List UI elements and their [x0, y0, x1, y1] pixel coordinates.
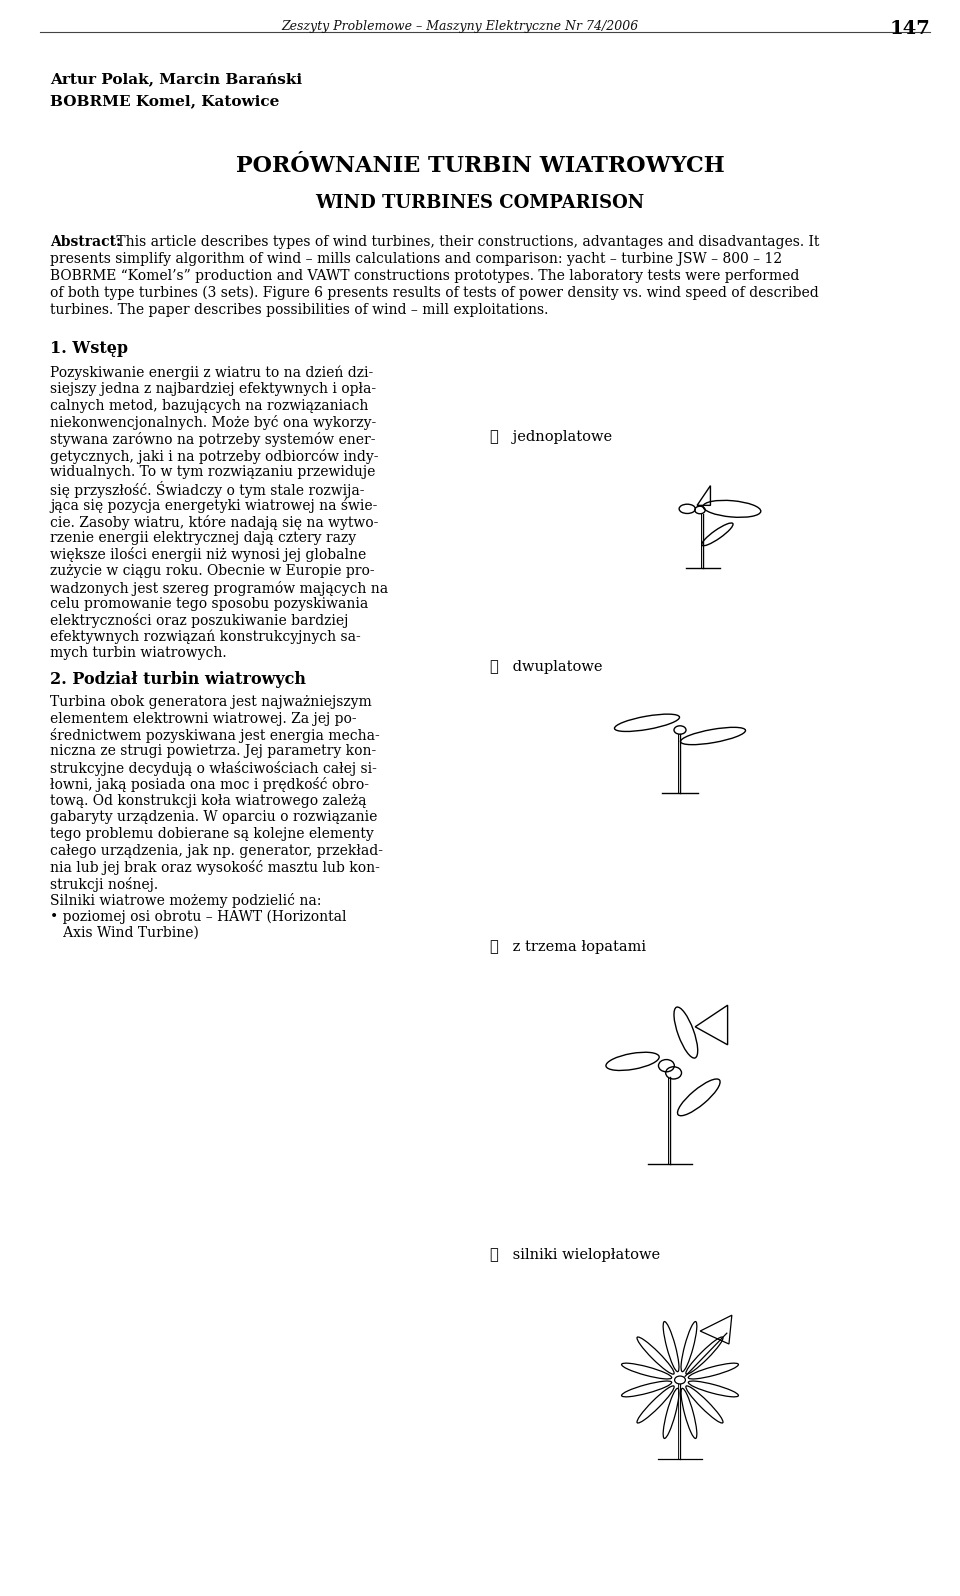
Text: niekonwencjonalnych. Może być ona wykorzy-: niekonwencjonalnych. Może być ona wykorz… — [50, 415, 376, 431]
Text: ✓   z trzema łopatami: ✓ z trzema łopatami — [490, 940, 646, 954]
Text: się przyszłość. Świadczy o tym stale rozwija-: się przyszłość. Świadczy o tym stale roz… — [50, 482, 365, 498]
Text: tową. Od konstrukcji koła wiatrowego zależą: tową. Od konstrukcji koła wiatrowego zal… — [50, 793, 367, 808]
Text: całego urządzenia, jak np. generator, przekład-: całego urządzenia, jak np. generator, pr… — [50, 844, 383, 857]
Text: wadzonych jest szereg programów mających na: wadzonych jest szereg programów mających… — [50, 581, 388, 595]
Text: gabaryty urządzenia. W oparciu o rozwiązanie: gabaryty urządzenia. W oparciu o rozwiąz… — [50, 811, 377, 825]
Text: of both type turbines (3 sets). Figure 6 presents results of tests of power dens: of both type turbines (3 sets). Figure 6… — [50, 286, 819, 300]
Text: Pozyskiwanie energii z wiatru to na dzień dzi-: Pozyskiwanie energii z wiatru to na dzie… — [50, 365, 373, 380]
Text: Silniki wiatrowe możemy podzielić na:: Silniki wiatrowe możemy podzielić na: — [50, 894, 322, 908]
Text: jąca się pozycja energetyki wiatrowej na świe-: jąca się pozycja energetyki wiatrowej na… — [50, 498, 377, 512]
Text: niczna ze strugi powietrza. Jej parametry kon-: niczna ze strugi powietrza. Jej parametr… — [50, 744, 376, 758]
Text: nia lub jej brak oraz wysokość masztu lub kon-: nia lub jej brak oraz wysokość masztu lu… — [50, 860, 380, 875]
Text: WIND TURBINES COMPARISON: WIND TURBINES COMPARISON — [316, 195, 644, 212]
Text: ✓   dwuplatowe: ✓ dwuplatowe — [490, 661, 603, 674]
Text: celu promowanie tego sposobu pozyskiwania: celu promowanie tego sposobu pozyskiwani… — [50, 597, 369, 611]
Text: stywana zarówno na potrzeby systemów ener-: stywana zarówno na potrzeby systemów ene… — [50, 433, 375, 447]
Text: mych turbin wiatrowych.: mych turbin wiatrowych. — [50, 646, 227, 661]
Text: Turbina obok generatora jest najważniejszym: Turbina obok generatora jest najważniejs… — [50, 694, 372, 709]
Text: zużycie w ciągu roku. Obecnie w Europie pro-: zużycie w ciągu roku. Obecnie w Europie … — [50, 563, 374, 578]
Text: 1. Wstęp: 1. Wstęp — [50, 340, 128, 358]
Text: siejszy jedna z najbardziej efektywnych i opła-: siejszy jedna z najbardziej efektywnych … — [50, 383, 376, 396]
Text: strukcyjne decydują o właściwościach całej si-: strukcyjne decydują o właściwościach cał… — [50, 761, 377, 776]
Text: Zeszyty Problemowe – Maszyny Elektryczne Nr 74/2006: Zeszyty Problemowe – Maszyny Elektryczne… — [281, 21, 638, 34]
Text: Artur Polak, Marcin Barański: Artur Polak, Marcin Barański — [50, 72, 302, 86]
Text: rzenie energii elektrycznej dają cztery razy: rzenie energii elektrycznej dają cztery … — [50, 531, 356, 544]
Text: Axis Wind Turbine): Axis Wind Turbine) — [50, 926, 199, 940]
Text: presents simplify algorithm of wind – mills calculations and comparison: yacht –: presents simplify algorithm of wind – mi… — [50, 252, 782, 267]
Text: ✓   jednoplatowe: ✓ jednoplatowe — [490, 429, 612, 444]
Text: tego problemu dobierane są kolejne elementy: tego problemu dobierane są kolejne eleme… — [50, 827, 373, 841]
Text: 2. Podział turbin wiatrowych: 2. Podział turbin wiatrowych — [50, 670, 306, 688]
Text: BOBRME “Komel’s” production and VAWT constructions prototypes. The laboratory te: BOBRME “Komel’s” production and VAWT con… — [50, 270, 800, 282]
Text: widualnych. To w tym rozwiązaniu przewiduje: widualnych. To w tym rozwiązaniu przewid… — [50, 464, 375, 479]
Text: BOBRME Komel, Katowice: BOBRME Komel, Katowice — [50, 94, 279, 109]
Text: strukcji nośnej.: strukcji nośnej. — [50, 876, 158, 892]
Text: efektywnych rozwiązań konstrukcyjnych sa-: efektywnych rozwiązań konstrukcyjnych sa… — [50, 630, 361, 645]
Text: This article describes types of wind turbines, their constructions, advantages a: This article describes types of wind tur… — [112, 235, 820, 249]
Text: turbines. The paper describes possibilities of wind – mill exploitations.: turbines. The paper describes possibilit… — [50, 303, 548, 318]
Text: Abstract:: Abstract: — [50, 235, 121, 249]
Text: ✓   silniki wielopłatowe: ✓ silniki wielopłatowe — [490, 1248, 660, 1262]
Text: 147: 147 — [889, 21, 930, 38]
Text: większe ilości energii niż wynosi jej globalne: większe ilości energii niż wynosi jej gl… — [50, 547, 367, 562]
Text: elementem elektrowni wiatrowej. Za jej po-: elementem elektrowni wiatrowej. Za jej p… — [50, 712, 356, 726]
Text: elektryczności oraz poszukiwanie bardziej: elektryczności oraz poszukiwanie bardzie… — [50, 613, 348, 629]
Text: PORÓWNANIE TURBIN WIATROWYCH: PORÓWNANIE TURBIN WIATROWYCH — [235, 155, 725, 177]
Text: getycznych, jaki i na potrzeby odbiorców indy-: getycznych, jaki i na potrzeby odbiorców… — [50, 448, 378, 463]
Text: calnych metod, bazujących na rozwiązaniach: calnych metod, bazujących na rozwiązania… — [50, 399, 369, 413]
Text: łowni, jaką posiada ona moc i prędkość obro-: łowni, jaką posiada ona moc i prędkość o… — [50, 777, 369, 793]
Text: cie. Zasoby wiatru, które nadają się na wytwo-: cie. Zasoby wiatru, które nadają się na … — [50, 514, 378, 530]
Text: • poziomej osi obrotu – HAWT (Horizontal: • poziomej osi obrotu – HAWT (Horizontal — [50, 910, 347, 924]
Text: średnictwem pozyskiwana jest energia mecha-: średnictwem pozyskiwana jest energia mec… — [50, 728, 380, 744]
